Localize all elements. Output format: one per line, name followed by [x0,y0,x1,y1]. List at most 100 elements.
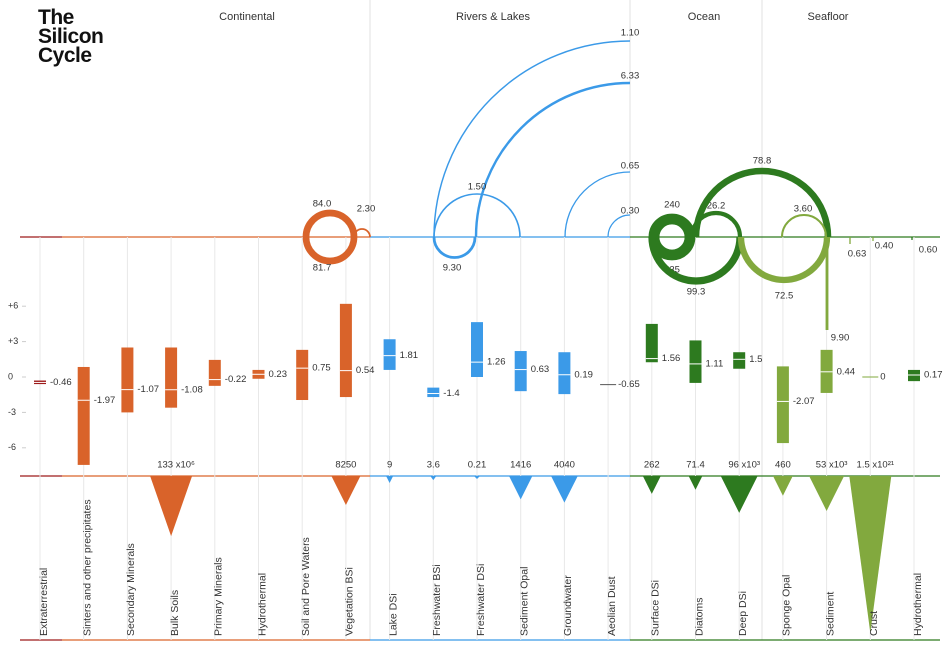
mass-triangle [509,476,533,500]
flux-arc [432,236,477,259]
reservoir-label: Vegetation BSi [344,567,356,636]
flux-label: 0.60 [919,245,938,256]
mass-label: 96 x10³ [728,460,760,471]
range-bar [296,349,309,401]
reservoir-label: Bulk Soils [169,590,181,636]
mean-label: 0.44 [837,366,856,377]
mass-label: 71.4 [686,460,705,471]
range-bar [908,369,920,382]
reservoir-label: Hydrothermal [912,573,924,636]
y-tick-label: -6 [8,442,16,452]
range-bar [471,322,483,377]
flux-arc [302,209,358,238]
mean-label: -1.08 [181,384,203,395]
reservoir-label: Lake DSi [387,593,399,636]
flux-label: 0.65 [621,161,640,172]
reservoir-label: Freshwater DSi [475,564,487,636]
y-tick-label: -3 [8,407,16,417]
mass-label: 0.21 [468,460,487,471]
mass-triangle [331,476,361,505]
mass-label: 262 [644,460,660,471]
group-header: Continental [219,11,275,23]
flux-label: 3.60 [794,204,813,215]
reservoir-label: Soil and Pore Waters [300,537,312,636]
flux-label: 1.50 [468,182,487,193]
mass-label: 8250 [335,460,356,471]
mass-label: 4040 [554,460,575,471]
flux-arc [648,236,744,285]
y-tick-label: +3 [8,336,18,346]
mean-label: 1.81 [400,350,419,361]
mass-label: 1416 [510,460,531,471]
flux-label: 1.10 [621,28,640,39]
flux-label: 6.33 [621,71,640,82]
mean-label: 0.63 [531,364,550,375]
title: The Silicon Cycle [38,6,104,67]
flux-label: 9.90 [831,333,850,344]
mean-label: 1.11 [706,358,724,369]
mean-label: -1.97 [94,395,116,406]
mean-label: 0.54 [356,365,375,376]
flux-label: 99.3 [687,287,706,298]
reservoir-label: Deep DSi [737,591,749,636]
mass-triangle [642,476,661,494]
range-bar [514,351,527,392]
mass-triangle [720,476,758,513]
mean-label: 0.17 [924,370,943,381]
range-bar [733,352,746,369]
flux-arc [302,236,358,265]
reservoir-label: Surface DSi [650,580,662,636]
mass-label: 460 [775,460,791,471]
mass-triangle [849,476,892,633]
mean-label: -0.65 [618,379,640,390]
mean-label: -0.46 [50,377,72,388]
reservoir-label: Sediment Opal [518,567,530,636]
flux-arc [648,236,696,261]
y-tick-label: +6 [8,301,18,311]
mean-label: -1.4 [443,388,459,399]
flux-arc [692,167,832,238]
range-bar [77,366,90,465]
flux-label: 81.7 [313,263,332,274]
range-bar [645,323,658,363]
reservoir-label: Extraterrestrial [38,568,50,636]
flux-arc [737,236,831,284]
range-bar [558,352,571,395]
range-bar [689,340,702,383]
reservoir-label: Sinters and other precipitates [81,499,93,636]
flux-label: 0.63 [848,249,867,260]
flux-label: 9.30 [443,263,462,274]
mean-label: -2.07 [793,396,815,407]
reservoir-label: Diatoms [693,597,705,636]
mean-label: 0 [880,372,885,383]
range-bar [121,347,134,413]
flux-arc [433,193,521,238]
mass-triangle [150,476,193,537]
flux-label: 240 [664,200,680,211]
flux-arc [648,213,696,238]
flux-label: 2.30 [357,204,376,215]
mass-triangle [551,476,578,503]
reservoir-label: Aeolian Dust [606,576,618,636]
mean-label: 1.26 [487,357,506,368]
mass-triangle [430,476,437,481]
mass-label: 1.5 x10²¹ [857,460,895,471]
mass-triangle [773,476,793,496]
reservoir-label: Freshwater BSi [431,564,443,636]
range-bar [208,359,221,386]
reservoir-label: Sponge Opal [781,575,793,636]
mean-label: 1.56 [662,353,681,364]
flux-arc [607,214,631,238]
mass-triangle [809,476,845,511]
mass-label: 133 x10⁶ [157,460,195,471]
mass-triangle [474,476,480,479]
reservoir-label: Sediment [824,592,836,636]
flux-label: 84.0 [313,199,332,210]
mean-label: 0.19 [574,369,593,380]
flux-arc [433,40,631,238]
mass-triangle [386,476,394,484]
range-bar [427,387,440,398]
reservoir-label: Secondary Minerals [125,543,137,636]
range-bar [383,339,396,370]
